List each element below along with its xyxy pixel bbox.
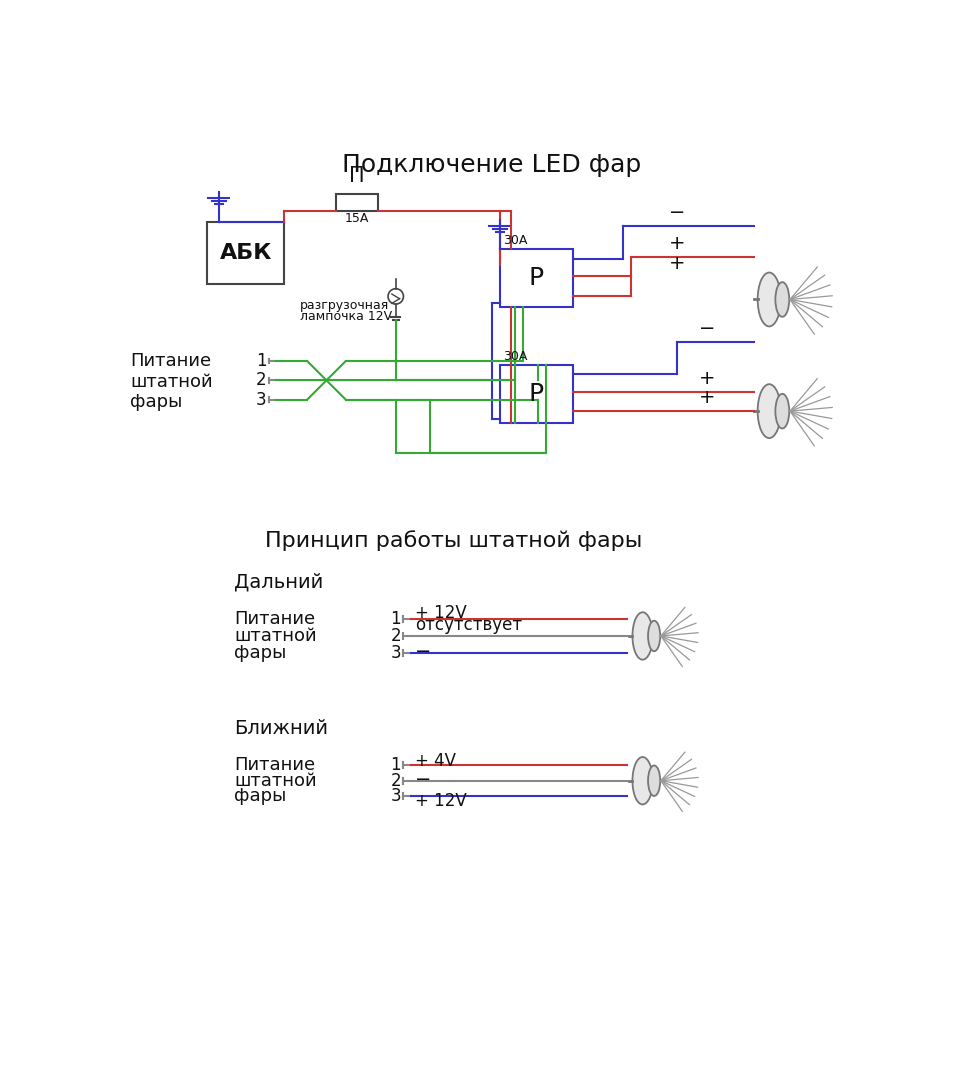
Text: фары: фары bbox=[234, 644, 286, 662]
Text: +: + bbox=[668, 254, 685, 272]
Text: 30А: 30А bbox=[504, 234, 528, 247]
Text: лампочка 12V: лампочка 12V bbox=[300, 310, 392, 323]
Bar bbox=[207, 222, 284, 284]
Text: Питание: Питание bbox=[131, 352, 211, 370]
Bar bbox=[500, 365, 573, 423]
Text: АБК: АБК bbox=[220, 243, 272, 263]
Text: Р: Р bbox=[529, 267, 543, 291]
Text: 2: 2 bbox=[391, 772, 401, 790]
Text: штатной: штатной bbox=[131, 373, 213, 391]
Text: Дальний: Дальний bbox=[234, 572, 324, 592]
Text: Питание: Питание bbox=[234, 757, 315, 774]
Text: П: П bbox=[349, 166, 365, 185]
Text: +: + bbox=[699, 369, 716, 388]
Text: −: − bbox=[415, 642, 431, 661]
Text: + 12V: + 12V bbox=[415, 791, 467, 810]
Text: Питание: Питание bbox=[234, 610, 315, 628]
Text: + 4V: + 4V bbox=[415, 751, 456, 770]
Ellipse shape bbox=[757, 384, 780, 438]
Ellipse shape bbox=[757, 272, 780, 326]
Text: фары: фары bbox=[131, 392, 182, 411]
Text: 1: 1 bbox=[255, 352, 266, 370]
Text: 15А: 15А bbox=[345, 212, 370, 225]
Bar bbox=[500, 249, 573, 307]
Text: −: − bbox=[668, 204, 685, 222]
Text: +: + bbox=[668, 234, 685, 254]
Text: + 12V: + 12V bbox=[415, 604, 467, 622]
Text: фары: фары bbox=[234, 787, 286, 805]
Text: −: − bbox=[700, 319, 716, 338]
Text: Ближний: Ближний bbox=[234, 719, 328, 738]
Bar bbox=[336, 194, 378, 211]
Ellipse shape bbox=[648, 621, 660, 651]
Text: разгрузочная: разгрузочная bbox=[300, 299, 389, 312]
Text: −: − bbox=[415, 770, 431, 789]
Ellipse shape bbox=[776, 282, 789, 317]
Text: 1: 1 bbox=[391, 610, 401, 628]
Text: 1: 1 bbox=[391, 757, 401, 774]
Text: 2: 2 bbox=[391, 627, 401, 645]
Text: 3: 3 bbox=[255, 390, 266, 409]
Text: 2: 2 bbox=[255, 372, 266, 389]
Text: штатной: штатной bbox=[234, 627, 317, 645]
Text: 30А: 30А bbox=[504, 350, 528, 363]
Text: 3: 3 bbox=[391, 644, 401, 662]
Text: 3: 3 bbox=[391, 787, 401, 805]
Text: Принцип работы штатной фары: Принцип работы штатной фары bbox=[265, 530, 642, 552]
Text: отсутствует: отсутствует bbox=[415, 616, 522, 634]
Ellipse shape bbox=[776, 393, 789, 428]
Text: Подключение LED фар: Подключение LED фар bbox=[343, 153, 641, 177]
Text: штатной: штатной bbox=[234, 772, 317, 790]
Ellipse shape bbox=[633, 612, 653, 660]
Ellipse shape bbox=[648, 765, 660, 796]
Text: +: + bbox=[699, 388, 716, 408]
Text: Р: Р bbox=[529, 382, 543, 405]
Ellipse shape bbox=[633, 757, 653, 804]
